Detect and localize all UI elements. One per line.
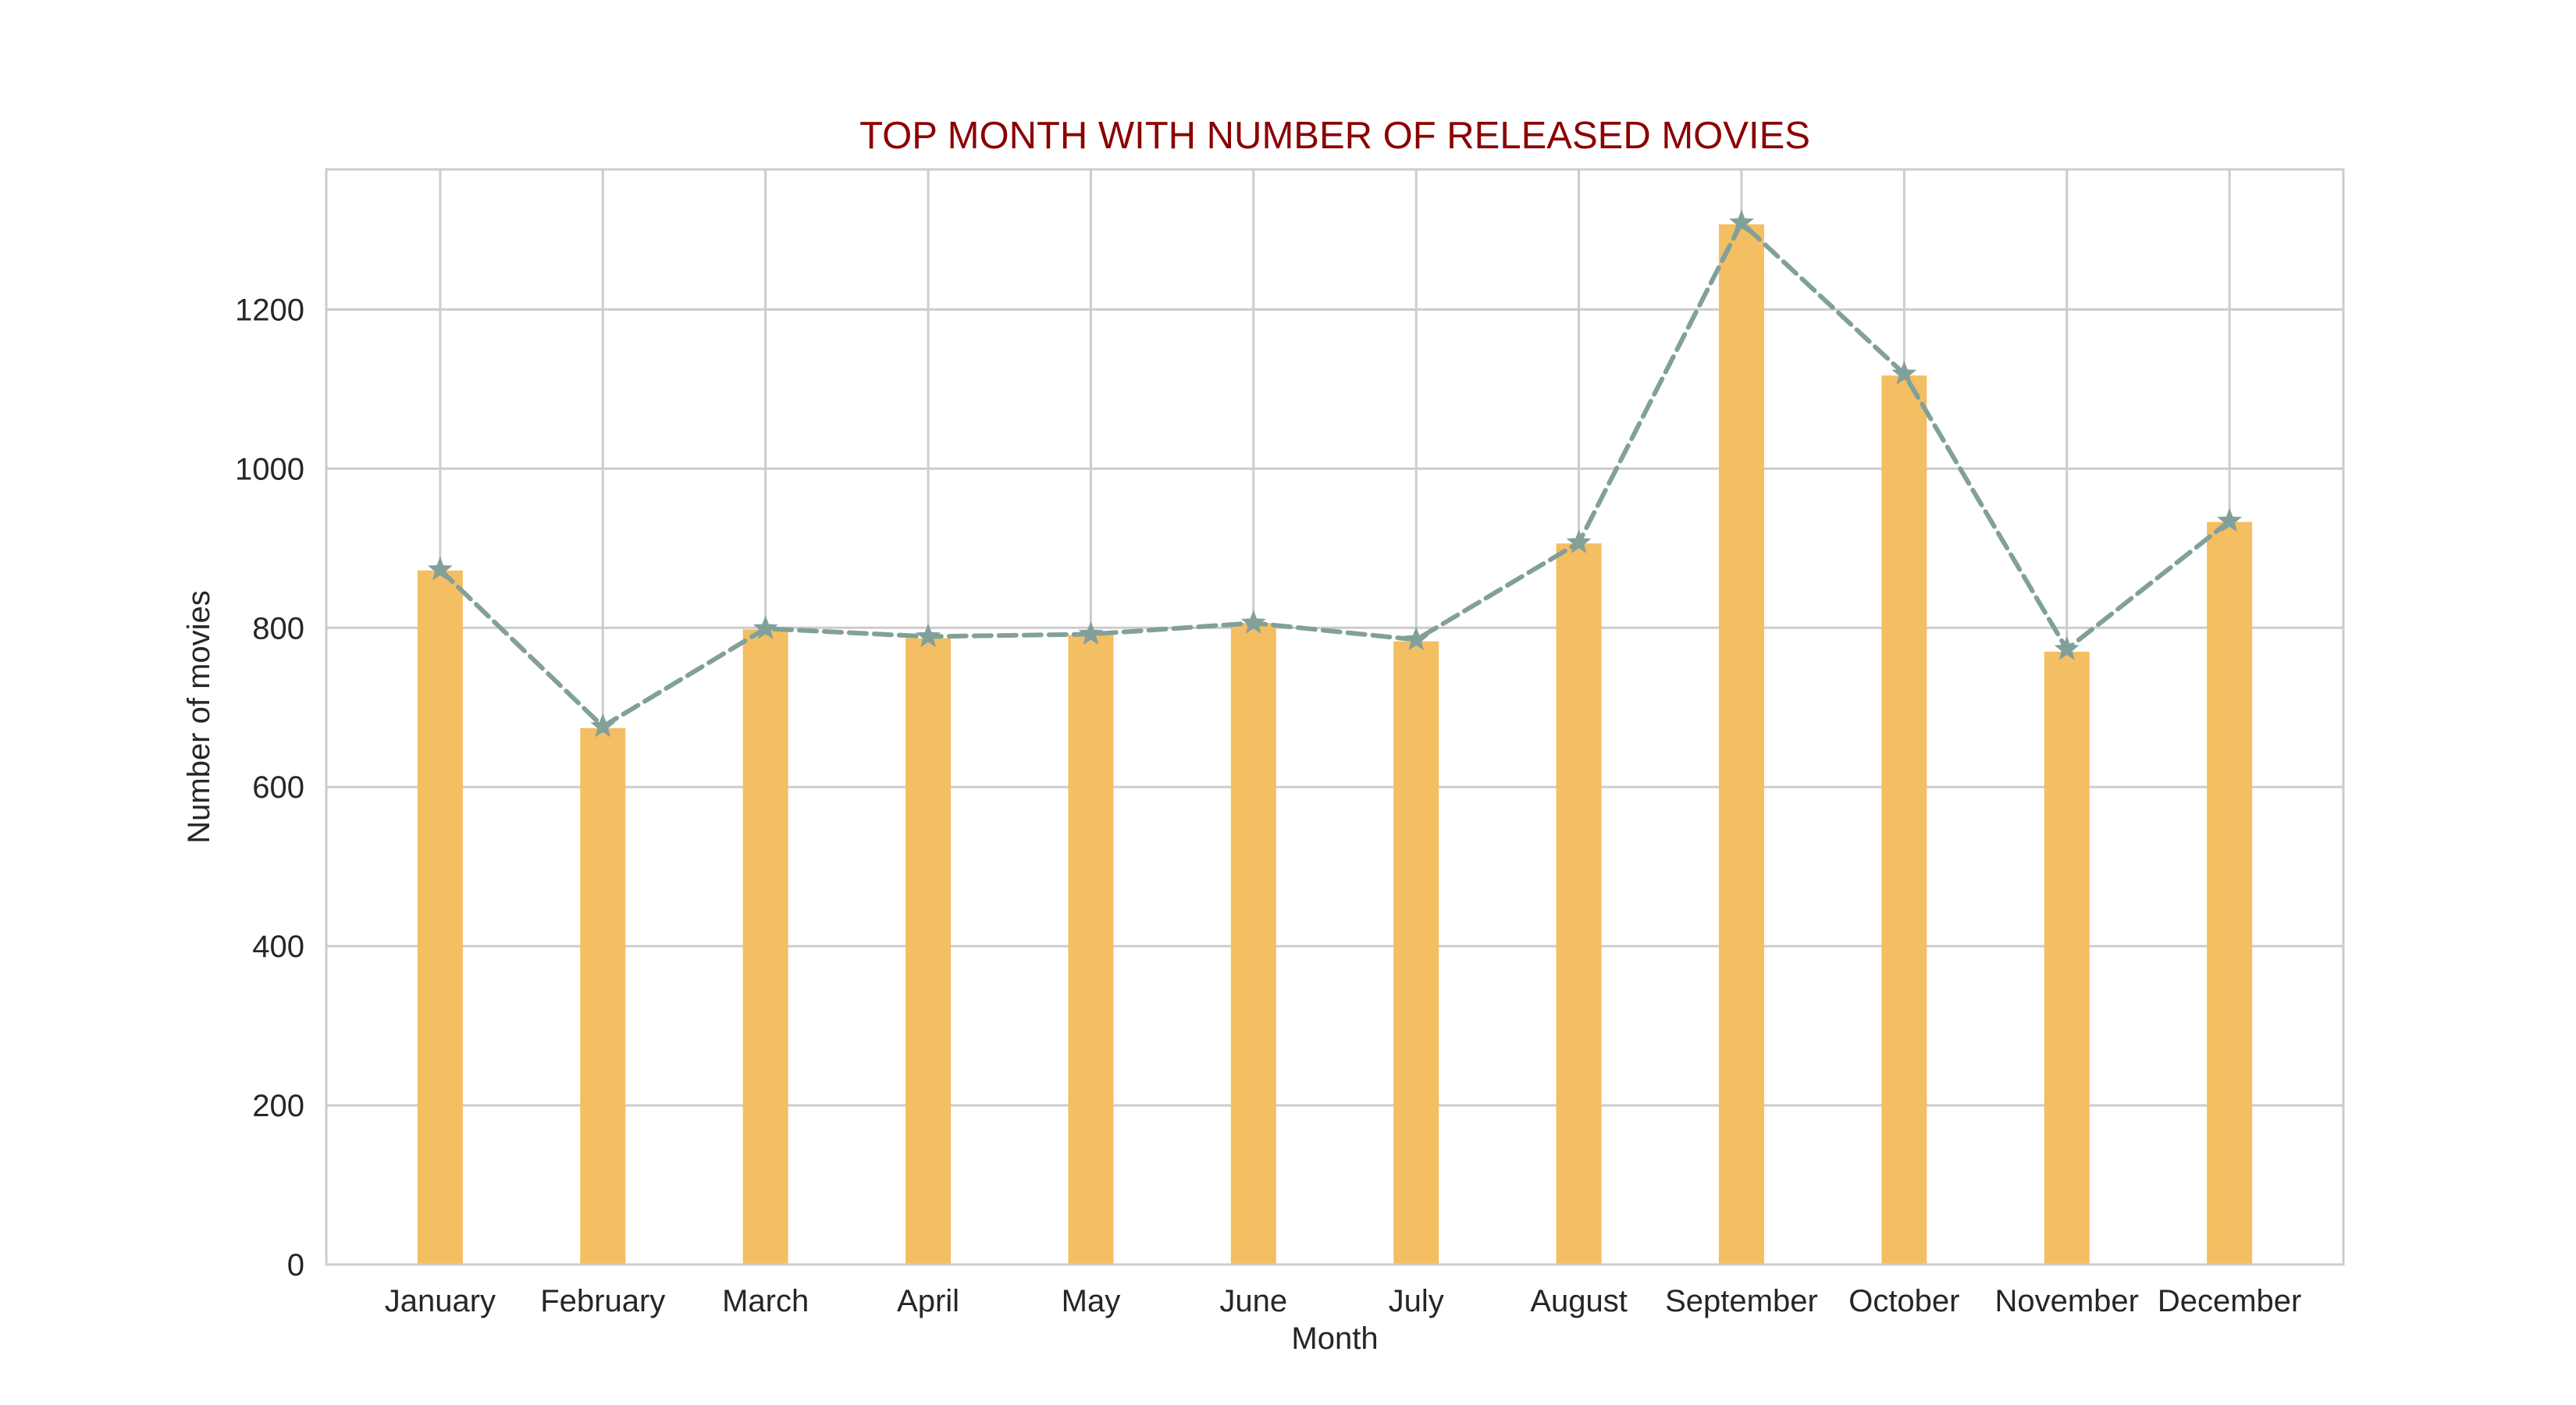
star-marker-november [2054,636,2080,660]
bar-april [906,638,952,1264]
y-tick-label: 1000 [235,452,304,486]
y-tick-label: 600 [252,770,304,805]
line-layer [427,209,2243,738]
bar-may [1068,635,1114,1264]
bar-march [742,629,788,1264]
bar-august [1556,543,1602,1264]
x-axis-label: Month [1291,1321,1378,1356]
x-tick-label: January [385,1284,496,1318]
x-tick-label: July [1389,1284,1444,1318]
y-tick-labels: 0 200 400 600 800 1000 1200 [235,293,304,1282]
star-marker-october [1891,361,1917,385]
y-tick-label: 200 [252,1089,304,1123]
y-tick-label: 0 [287,1248,304,1282]
y-tick-label: 800 [252,611,304,646]
plot-frame [325,168,2345,1266]
x-tick-label: April [897,1284,959,1318]
star-marker-december [2217,507,2243,532]
x-tick-label: October [1848,1284,1959,1318]
bar-december [2207,521,2253,1264]
bar-june [1230,623,1276,1264]
bar-layer [417,224,2253,1265]
bar-february [580,727,626,1264]
star-marker-july [1404,626,1429,651]
x-tick-label: September [1665,1284,1818,1318]
x-tick-label: March [722,1284,809,1318]
star-marker-august [1566,529,1592,553]
star-marker-march [753,615,778,639]
x-tick-label: August [1530,1284,1628,1318]
x-tick-labels: January February March April May June July Augu… [385,1284,2302,1318]
x-tick-label: November [1994,1284,2139,1318]
bar-october [1881,375,1927,1264]
star-marker-january [427,557,453,581]
x-tick-label: December [2158,1284,2302,1318]
x-tick-label: June [1219,1284,1287,1318]
y-tick-label: 1200 [235,293,304,327]
x-tick-label: May [1062,1284,1121,1318]
star-marker-june [1240,610,1266,634]
star-marker-april [916,623,941,648]
chart-title: TOP MONTH WITH NUMBER OF RELEASED MOVIES [859,115,1810,157]
star-marker-september [1729,209,1754,233]
bar-november [2044,651,2090,1264]
star-marker-february [590,713,616,738]
bar-september [1718,224,1764,1265]
star-marker-may [1078,621,1104,646]
bar-january [417,570,463,1264]
bar-july [1393,641,1439,1264]
x-tick-label: February [540,1284,665,1318]
y-axis-label: Number of movies [182,590,216,844]
trend-line [437,220,2233,729]
y-tick-label: 400 [252,930,304,964]
